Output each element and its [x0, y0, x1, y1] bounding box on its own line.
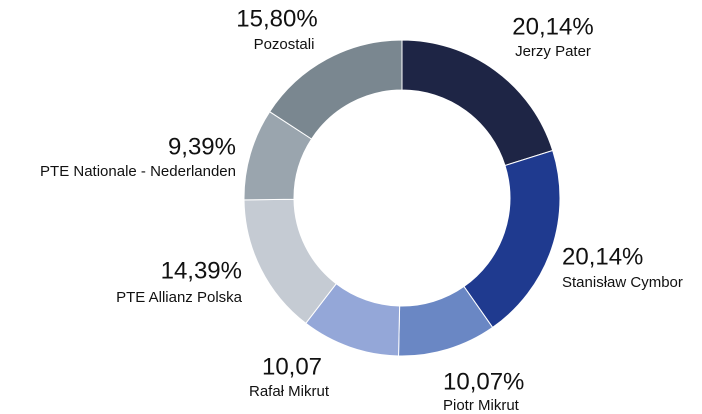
category-label: Jerzy Pater	[515, 43, 591, 60]
value-label: 14,39%	[161, 257, 242, 284]
value-label: 10,07	[262, 353, 322, 380]
value-label: 10,07%	[443, 368, 524, 395]
donut-slice	[463, 149, 561, 329]
category-label: Stanisław Cymbor	[562, 274, 683, 291]
category-label: PTE Allianz Polska	[116, 289, 243, 306]
category-label: Pozostali	[254, 36, 315, 53]
value-label: 20,14%	[512, 13, 593, 40]
value-label: 9,39%	[168, 133, 236, 160]
value-label: 15,80%	[236, 5, 317, 32]
category-label: Rafał Mikrut	[249, 383, 330, 400]
value-label: 20,14%	[562, 243, 643, 270]
category-label: Piotr Mikrut	[443, 397, 520, 414]
donut-slice	[268, 39, 403, 140]
category-label: PTE Nationale - Nederlanden	[40, 163, 236, 180]
